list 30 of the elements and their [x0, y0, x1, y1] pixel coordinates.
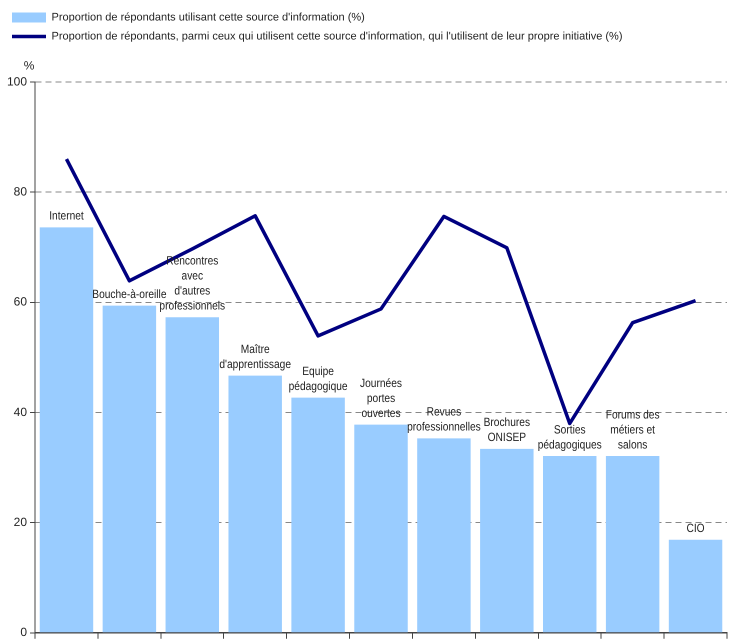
x-tick-label: Journées portes ouvertes	[360, 377, 402, 420]
bar	[542, 456, 596, 632]
x-tick-label: Revues professionnelles	[407, 406, 482, 434]
bar	[40, 227, 94, 632]
bar	[480, 448, 534, 632]
y-tick-label: 80	[14, 184, 28, 198]
x-tick-label: Forums des métiers et salons	[606, 408, 660, 452]
x-tick-label: Maître d'apprentissage	[219, 343, 292, 372]
bar	[102, 306, 156, 632]
bar	[606, 456, 660, 632]
x-tick-label: Sorties pédagogiques	[538, 424, 602, 452]
bar	[417, 438, 471, 632]
bar	[228, 376, 282, 632]
y-tick-label: 40	[14, 404, 28, 419]
y-axis-title: %	[24, 58, 35, 72]
x-tick-label: Bouche-à-oreille	[92, 288, 166, 302]
y-tick-label: 20	[14, 514, 28, 529]
bar	[354, 424, 408, 632]
y-tick-label: 0	[20, 625, 28, 640]
x-tick-label: Equipe pédagogique	[288, 365, 348, 394]
x-tick-label: Brochures ONISEP	[484, 416, 530, 444]
bar	[668, 540, 722, 632]
y-tick-label: 100	[6, 74, 28, 88]
bar	[291, 398, 345, 632]
bar	[166, 317, 220, 632]
legend-label: Proportion de répondants utilisant cette source d'information (%)	[52, 12, 365, 24]
y-tick-label: 60	[14, 294, 28, 309]
legend-label: Proportion de répondants, parmi ceux qui utilisent cette source d'information, qui l'utilisent de leur propre initiative (%)	[52, 30, 622, 43]
x-tick-label: CIO	[686, 522, 705, 536]
x-tick-label: Internet	[49, 210, 85, 223]
